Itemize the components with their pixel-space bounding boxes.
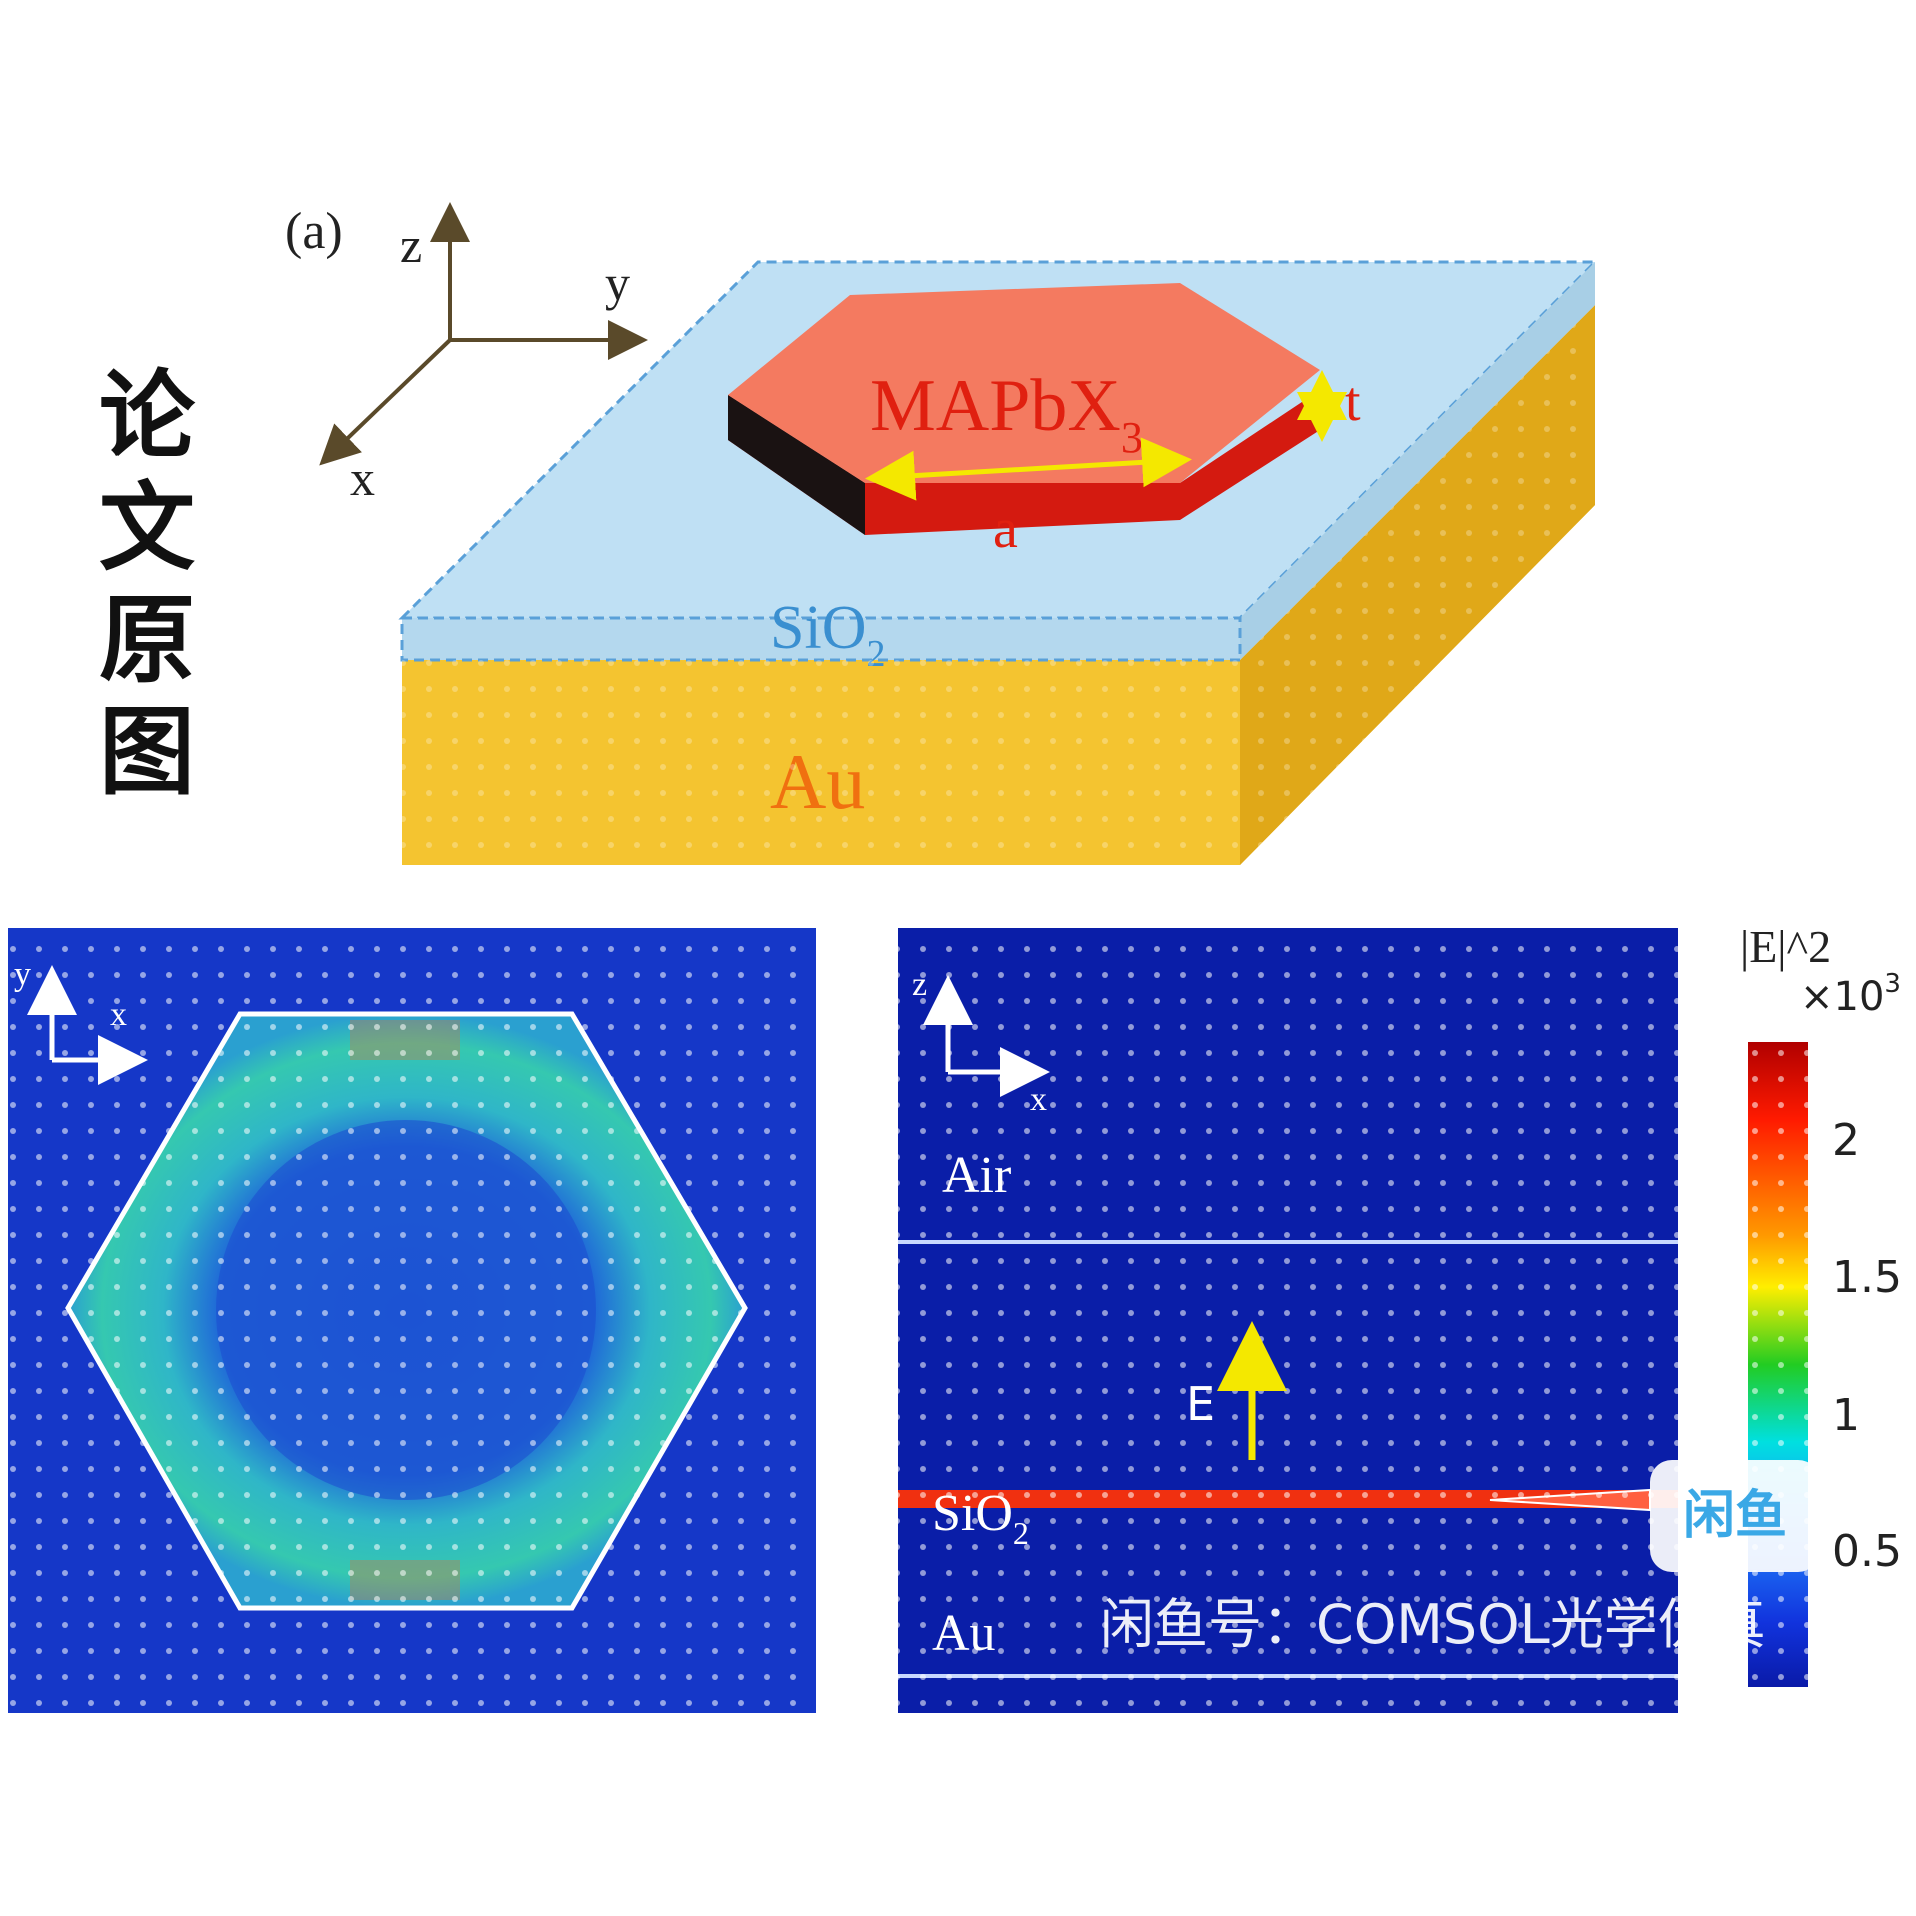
colorbar-tick-1: 1	[1832, 1390, 1860, 1441]
sio2-layer-face	[400, 616, 1242, 662]
sio2-label: SiO2	[770, 594, 885, 675]
colorbar-scale: ×103	[1800, 969, 1901, 1020]
colorbar-tick-1-5: 1.5	[1832, 1252, 1902, 1303]
panel-a-schematic: (a) z y x MAPbX3 t a SiO2 Au	[285, 202, 1599, 865]
colorbar-tick-0-5: 0.5	[1832, 1526, 1902, 1577]
e-field-label: E	[1186, 1377, 1215, 1431]
colorbar-dots	[1748, 1042, 1808, 1687]
dot-texture-a	[402, 305, 1595, 865]
side-view-z-label: z	[912, 966, 927, 1003]
colorbar-tick-2: 2	[1832, 1115, 1860, 1166]
colorbar-title: |E|^2	[1740, 921, 1831, 972]
edge-length-arrow	[865, 437, 1192, 501]
x-axis-label: x	[350, 450, 375, 506]
x-axis	[319, 338, 452, 466]
side-title-char-2: 文	[99, 472, 195, 584]
air-label: Air	[942, 1147, 1011, 1204]
edge-length-label: a	[993, 498, 1018, 560]
side-title-char-1: 论	[99, 360, 195, 472]
sio2-layer-side	[1240, 262, 1595, 660]
side-title-char-3: 原	[99, 584, 195, 696]
side-au-label: Au	[932, 1605, 996, 1662]
top-view-x-label: x	[110, 996, 127, 1033]
top-view-y-label: y	[14, 956, 31, 993]
colorbar: |E|^2 ×103 2 1.5 1 0.5	[1740, 921, 1902, 1687]
crystal-dark-face	[728, 395, 865, 535]
y-axis-label: y	[605, 255, 630, 311]
side-title: 论 文 原 图	[92, 360, 202, 808]
crystal-label: MAPbX3	[870, 365, 1143, 462]
side-view-x-label: x	[1030, 1081, 1047, 1118]
xianyu-badge: 闲鱼	[1650, 1460, 1820, 1572]
panel-top-view: y x	[8, 928, 816, 1713]
side-sio2-label: SiO2	[932, 1485, 1029, 1551]
watermark-text: 闲鱼号：COMSOL光学仿真	[1100, 1593, 1766, 1656]
panel-a-label: (a)	[285, 203, 343, 260]
side-title-char-4: 图	[99, 696, 195, 808]
z-axis-label: z	[400, 217, 422, 273]
dot-texture-top	[8, 928, 816, 1713]
axes-3d: z y x	[319, 202, 648, 506]
crystal-top	[728, 283, 1320, 483]
panel-side-view: z x Air E SiO2 Au	[898, 928, 1678, 1713]
thickness-label: t	[1345, 371, 1361, 433]
